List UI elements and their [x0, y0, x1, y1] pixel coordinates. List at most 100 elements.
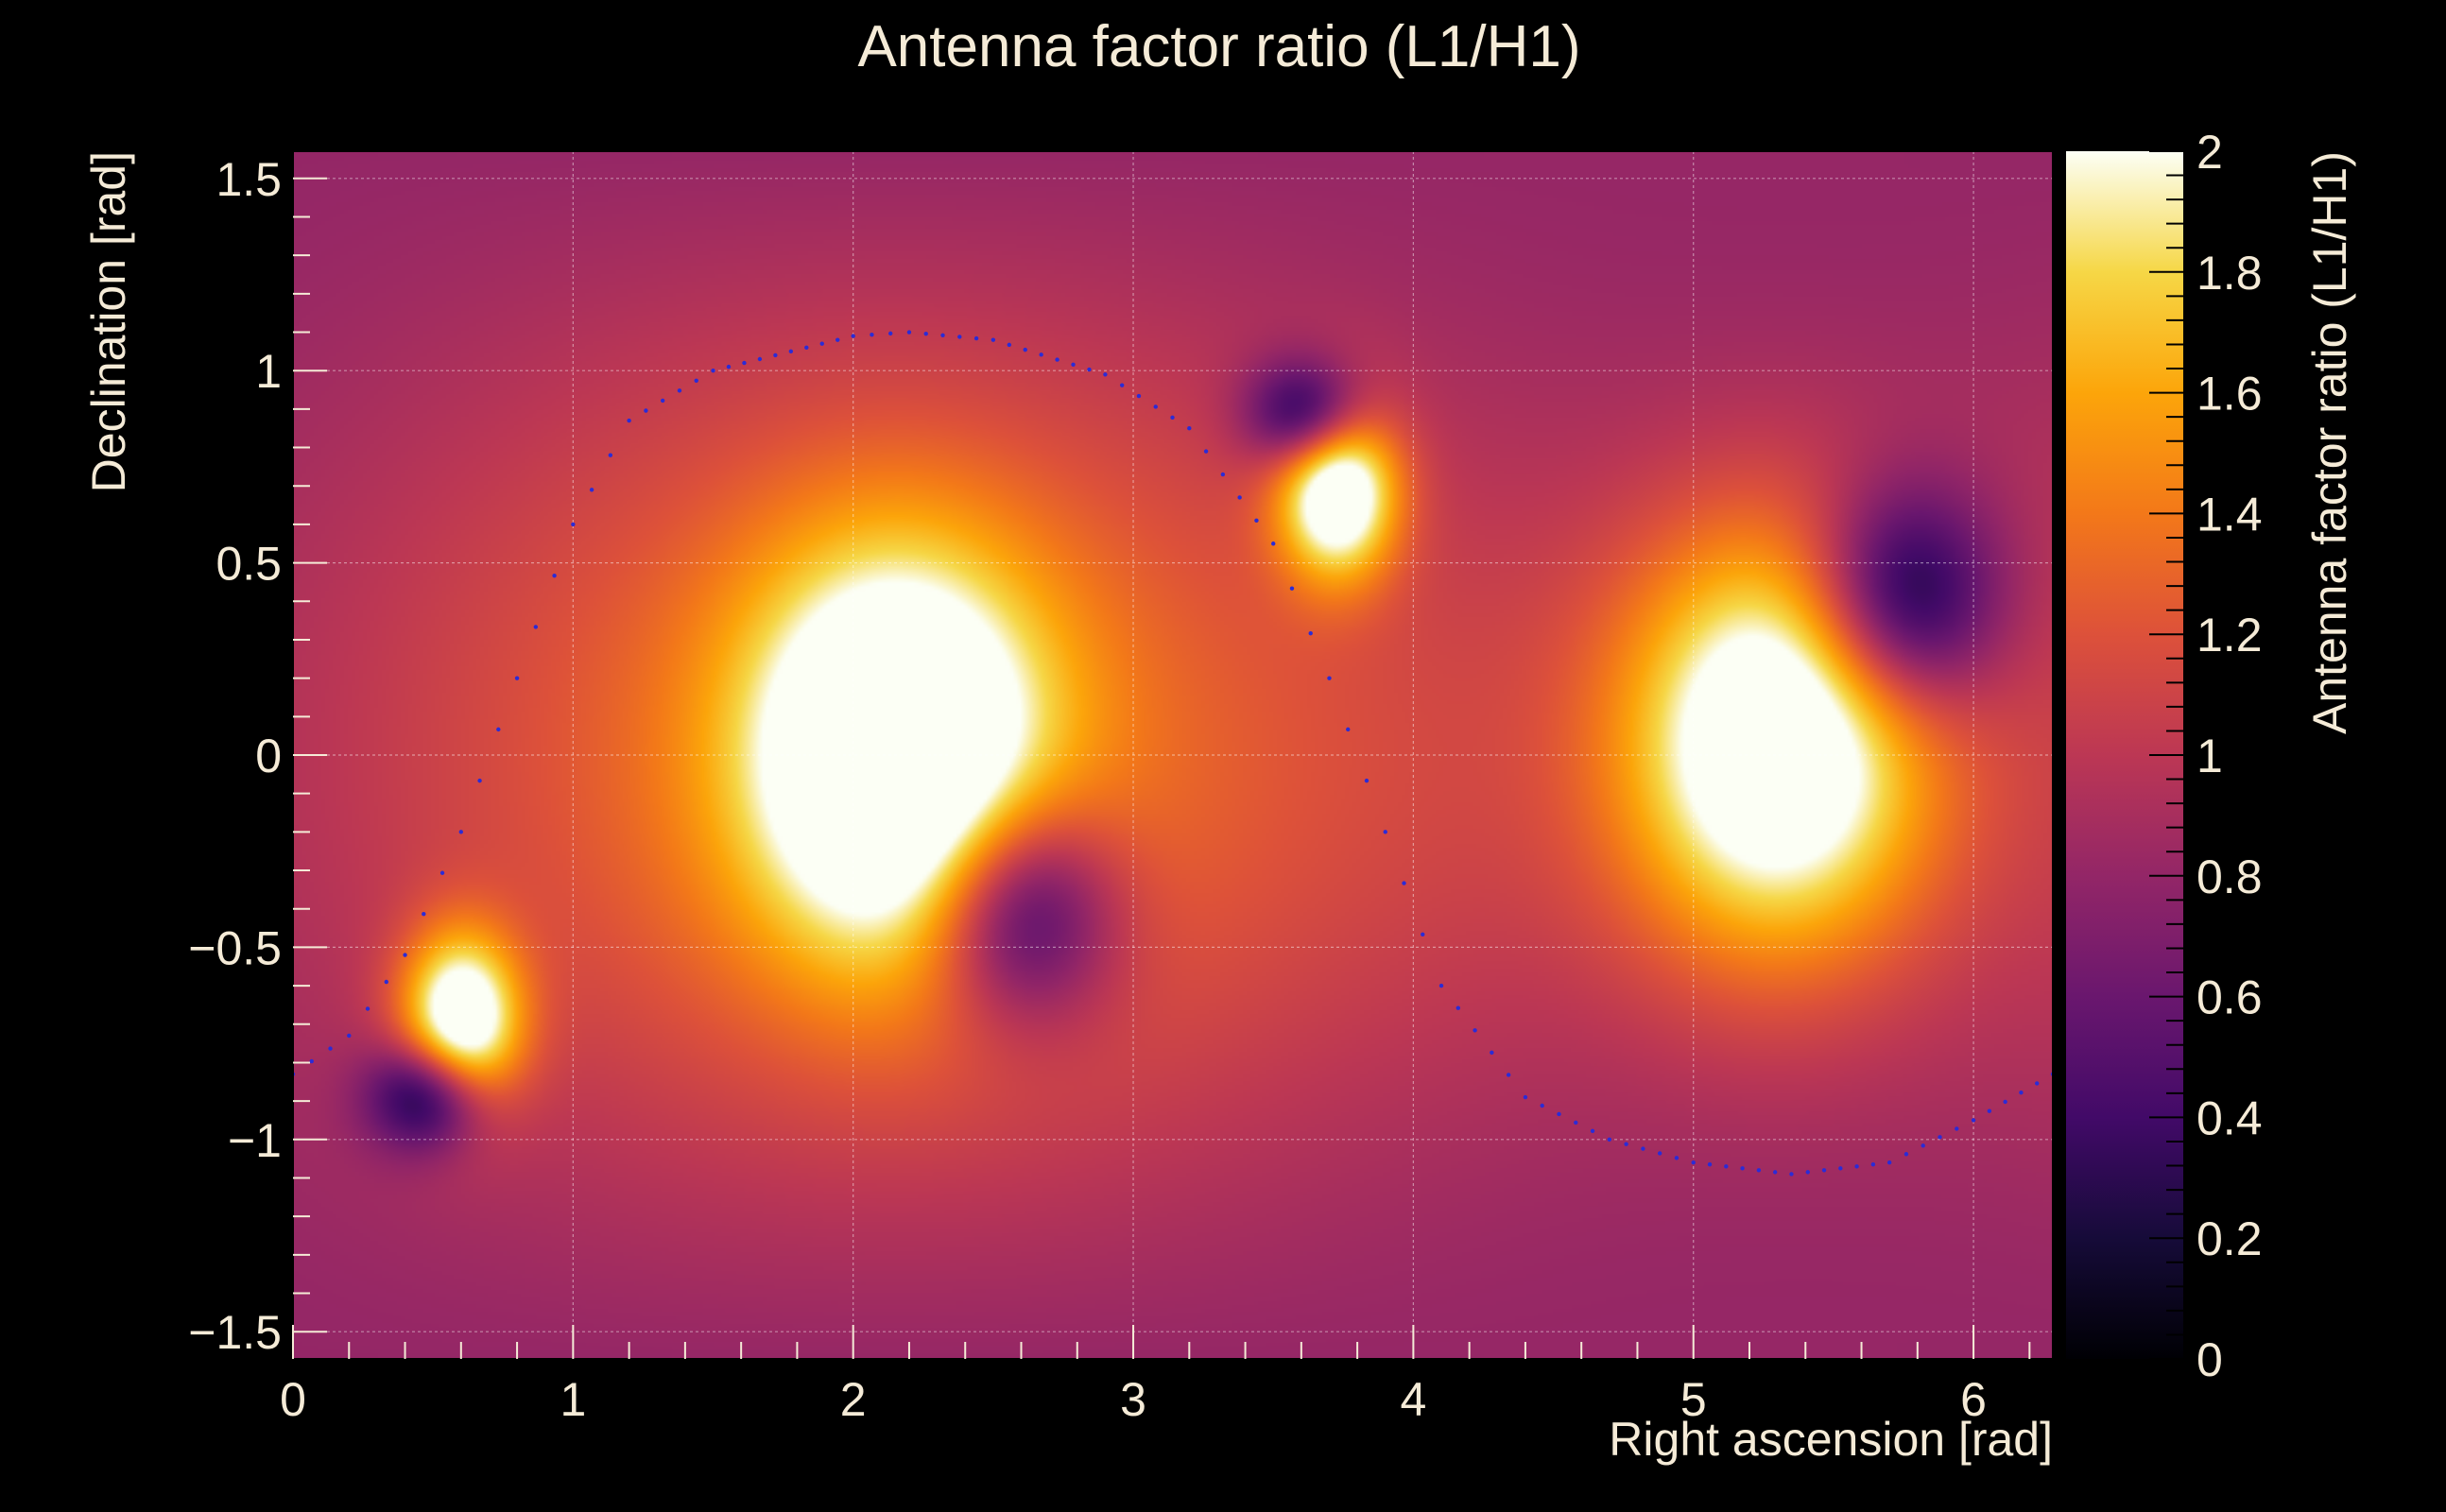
curve-point — [589, 488, 594, 492]
x-tick-label: 6 — [1960, 1373, 1987, 1426]
curve-point — [608, 453, 613, 457]
curve-point — [906, 330, 912, 335]
curve-point — [1938, 1135, 1942, 1140]
curve-point — [2035, 1081, 2040, 1086]
curve-point — [1691, 1160, 1696, 1165]
curve-point — [1438, 983, 1444, 988]
curve-point — [1574, 1120, 1578, 1125]
curve-point — [888, 331, 893, 336]
curve-point — [328, 1046, 333, 1051]
curve-point — [1187, 426, 1192, 431]
x-tick-label: 0 — [280, 1373, 306, 1426]
curve-point — [1203, 449, 1209, 454]
curve-point — [1289, 586, 1295, 591]
curve-point — [347, 1033, 352, 1039]
curve-point — [788, 349, 794, 354]
curve-point — [644, 408, 648, 413]
curve-point — [1039, 352, 1043, 357]
x-tick-label: 1 — [560, 1373, 586, 1426]
curve-point — [384, 979, 388, 985]
curve-point — [711, 369, 715, 373]
curve-point — [1540, 1103, 1544, 1108]
curve-point — [742, 360, 747, 366]
curve-point — [1903, 1152, 1909, 1157]
curve-point — [533, 625, 539, 629]
curve-point — [1756, 1168, 1762, 1173]
y-tick-label: −1 — [228, 1114, 282, 1167]
curve-point — [1987, 1108, 1992, 1113]
curve-point — [1237, 495, 1242, 500]
curve-point — [1838, 1166, 1843, 1171]
y-tick-label: 0.5 — [215, 538, 282, 591]
curve-point — [1805, 1170, 1810, 1175]
curve-point — [819, 341, 824, 346]
curve-point — [1421, 932, 1425, 937]
curve-point — [2019, 1090, 2024, 1095]
curve-point — [1490, 1050, 1494, 1056]
curve-point — [1055, 357, 1059, 362]
curve-point — [1657, 1151, 1662, 1156]
curve-point — [1402, 881, 1406, 885]
curve-point — [1870, 1162, 1876, 1167]
curve-point — [990, 337, 996, 342]
x-tick-label: 2 — [840, 1373, 867, 1426]
x-axis-label: Right ascension [rad] — [1609, 1413, 2053, 1466]
curve-point — [1607, 1137, 1612, 1142]
curve-point — [1854, 1164, 1859, 1169]
colorbar-axis: 0 0.2 0.4 0.6 0.8 1 1.2 1.4 1.6 1.8 2 — [2149, 126, 2263, 1386]
curve-point — [1557, 1111, 1561, 1117]
curve-point — [851, 334, 855, 338]
curve-point — [804, 345, 809, 350]
curve-point — [1789, 1172, 1794, 1177]
y-tick-label: −1.5 — [188, 1306, 282, 1359]
curve-point — [1007, 342, 1011, 348]
curve-point — [1740, 1166, 1745, 1171]
curve-point — [677, 388, 682, 393]
curve-point — [1523, 1094, 1528, 1100]
curve-point — [1087, 367, 1092, 372]
colorbar-label: Antenna factor ratio (L1/H1) — [2303, 151, 2356, 734]
curve-point — [1590, 1128, 1595, 1134]
curve-point — [1886, 1160, 1892, 1165]
x-tick-label: 3 — [1120, 1373, 1146, 1426]
curve-point — [1023, 347, 1027, 352]
curve-point — [627, 418, 631, 423]
curve-point — [514, 676, 520, 680]
curve-point — [1071, 362, 1076, 368]
curve-point — [1674, 1156, 1679, 1160]
y-tick-label: 1 — [255, 345, 282, 398]
y-axis: −1.5 −1 −0.5 0 0.5 1 1.5 — [188, 153, 327, 1359]
colorbar-tick-label: 0.8 — [2196, 850, 2263, 903]
curve-point — [1955, 1126, 1959, 1131]
curve-point — [773, 352, 778, 358]
curve-point — [1327, 676, 1332, 680]
curve-point — [1921, 1143, 1925, 1148]
curve-point — [1641, 1146, 1645, 1151]
y-tick-label: −0.5 — [188, 921, 282, 974]
chart-title: Antenna factor ratio (L1/H1) — [857, 14, 1580, 79]
heatmap-field — [293, 151, 2053, 1359]
curve-point — [694, 378, 698, 383]
curve-point — [1724, 1164, 1729, 1169]
curve-point — [309, 1058, 314, 1064]
curve-point — [1624, 1142, 1628, 1146]
y-axis-label: Declination [rad] — [82, 151, 135, 492]
curve-point — [1308, 630, 1313, 636]
curve-point — [422, 911, 426, 917]
curve-point — [1119, 383, 1125, 387]
x-axis: 0 1 2 3 4 5 6 — [280, 1325, 2031, 1426]
colorbar-tick-label: 1.6 — [2196, 368, 2263, 421]
curve-point — [660, 398, 665, 404]
colorbar-tick-label: 0.4 — [2196, 1091, 2263, 1144]
colorbar-tick-label: 1.4 — [2196, 488, 2263, 541]
curve-point — [496, 727, 501, 732]
colorbar-tick-label: 0 — [2196, 1333, 2223, 1386]
colorbar-tick-label: 1.2 — [2196, 609, 2263, 662]
curve-point — [1971, 1118, 1976, 1123]
curve-point — [957, 335, 962, 339]
curve-point — [1506, 1073, 1511, 1077]
curve-point — [1473, 1028, 1477, 1033]
colorbar-tick-label: 2 — [2196, 126, 2223, 179]
curve-point — [1456, 1005, 1460, 1010]
curve-point — [726, 364, 732, 369]
